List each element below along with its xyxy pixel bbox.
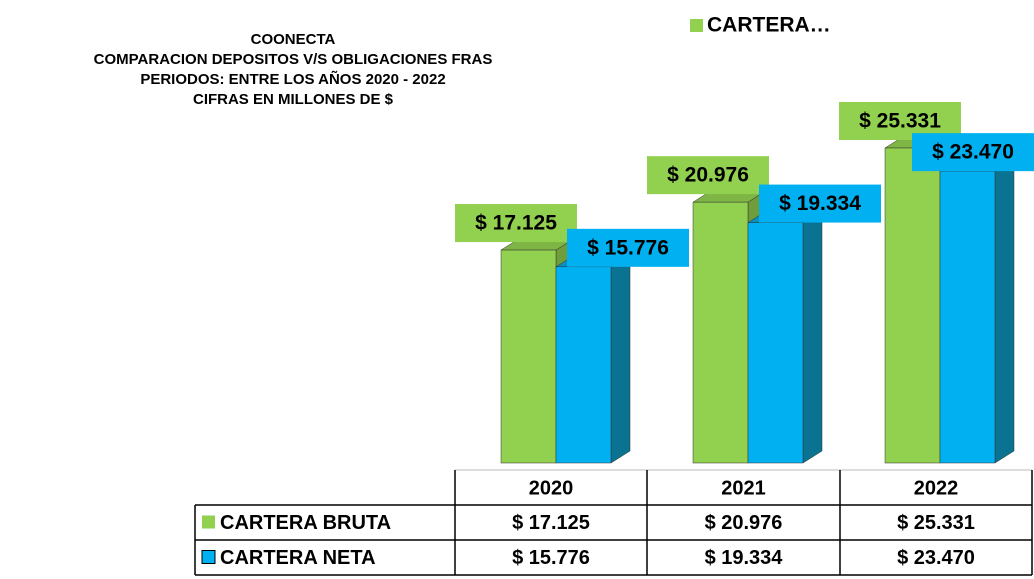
legend-text: CARTERA BRUTA [220, 512, 391, 534]
title-line: COMPARACION DEPOSITOS V/S OBLIGACIONES F… [94, 51, 493, 68]
legend-swatch [202, 515, 215, 529]
legend-text: CARTERA… [707, 14, 831, 37]
data-label-box [759, 184, 881, 223]
title-line: PERIODOS: ENTRE LOS AÑOS 2020 - 2022 [140, 70, 445, 88]
bar [747, 222, 804, 464]
x-tick-label: 2021 [721, 477, 766, 499]
table-value: $ 17.125 [512, 512, 590, 534]
bar-side [802, 210, 823, 464]
data-label: $ 23.470 [932, 141, 1014, 164]
bar-side [994, 158, 1015, 464]
x-tick-label: 2022 [914, 477, 959, 499]
data-label: $ 19.334 [779, 192, 861, 215]
legend-swatch [201, 550, 216, 564]
bar [884, 147, 941, 464]
data-label-box [912, 133, 1034, 172]
table-value: $ 25.331 [897, 512, 975, 534]
bar [555, 266, 612, 464]
data-label-box [455, 204, 577, 243]
data-label: $ 25.331 [859, 110, 941, 133]
legend-swatch [690, 19, 703, 32]
data-label: $ 17.125 [475, 212, 557, 235]
bar [692, 201, 749, 464]
table-value: $ 20.976 [705, 512, 783, 534]
table-value: $ 15.776 [512, 547, 590, 569]
bar [500, 249, 557, 464]
data-label-box [647, 156, 769, 195]
bar-side [610, 254, 631, 464]
legend-text: CARTERA NETA [220, 547, 376, 569]
title-line: COONECTA [251, 31, 336, 48]
data-label: $ 20.976 [667, 164, 749, 187]
bar [939, 170, 996, 464]
x-tick-label: 2020 [529, 477, 574, 499]
table-value: $ 19.334 [705, 547, 784, 569]
table-value: $ 23.470 [897, 547, 975, 569]
data-label: $ 15.776 [587, 236, 669, 259]
title-line: CIFRAS EN MILLONES DE $ [193, 91, 394, 108]
data-label-box [567, 228, 689, 267]
